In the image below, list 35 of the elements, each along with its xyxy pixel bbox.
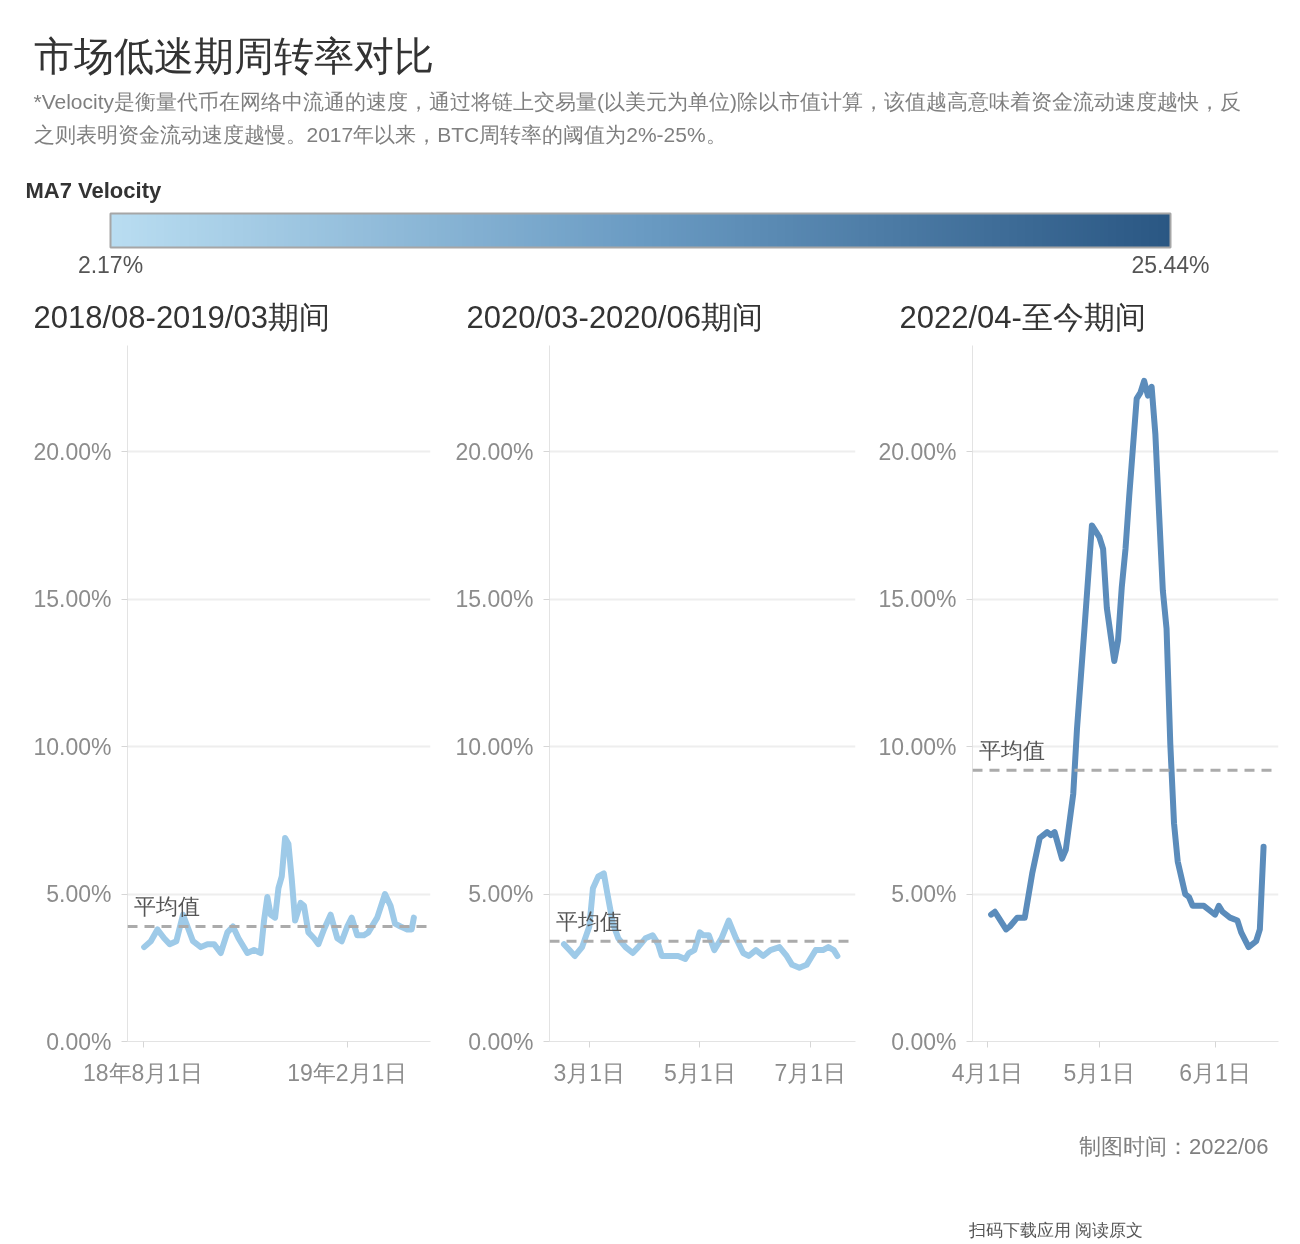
y-tick-label: 10.00% [33, 733, 112, 760]
chart-title: 2022/04-至今期间 [899, 299, 1146, 335]
color-bar-label: 2.17% [77, 251, 144, 278]
text: 市场低迷期周转率对比 [33, 33, 434, 78]
y-tick-label: 0.00% [46, 1028, 112, 1055]
ref-line-label: 平均值 [978, 738, 1045, 764]
x-tick-label: 7月1日 [774, 1059, 847, 1086]
x-tick-label: 3月1日 [553, 1059, 626, 1086]
y-tick-label: 5.00% [891, 881, 957, 908]
y-tick-label: 15.00% [878, 586, 957, 613]
y-tick-label: 20.00% [878, 438, 957, 465]
x-tick-label: 5月1日 [1063, 1059, 1136, 1086]
y-tick-label: 10.00% [878, 733, 957, 760]
y-tick-label: 15.00% [455, 586, 534, 613]
chart-title: 2020/03-2020/06期间 [466, 299, 763, 335]
text: *Velocity是衡量代币在网络中流通的速度，通过将链上交易量(以美元为单位)除以市值计算，该值越高意味着资金流动速度越快，反之则表明资金流动速度越慢。2017年以来，BTC周转率的阈值为2%-25%。 [33, 90, 1242, 146]
text: 扫码下载应用 阅读原文 [967, 1221, 1144, 1240]
color-bar-title: MA7 Velocity [25, 178, 162, 203]
y-tick-label: 10.00% [455, 733, 534, 760]
x-tick-label: 4月1日 [951, 1059, 1024, 1086]
y-tick-label: 20.00% [33, 438, 112, 465]
x-tick-label: 19年2月1日 [287, 1059, 408, 1086]
y-tick-label: 5.00% [46, 881, 112, 908]
y-tick-label: 15.00% [33, 586, 112, 613]
x-tick-label: 18年8月1日 [82, 1059, 204, 1086]
ref-line-label: 平均值 [133, 894, 200, 920]
chart-title: 2018/08-2019/03期间 [33, 299, 330, 335]
y-tick-label: 20.00% [455, 438, 534, 465]
y-tick-label: 5.00% [468, 881, 534, 908]
x-tick-label: 6月1日 [1179, 1059, 1251, 1086]
y-tick-label: 0.00% [891, 1028, 957, 1055]
x-tick-label: 5月1日 [663, 1059, 736, 1086]
y-tick-label: 0.00% [468, 1028, 534, 1055]
text: 制图时间：2022/06 [1078, 1134, 1269, 1159]
color-bar-label: 25.44% [1131, 251, 1210, 278]
